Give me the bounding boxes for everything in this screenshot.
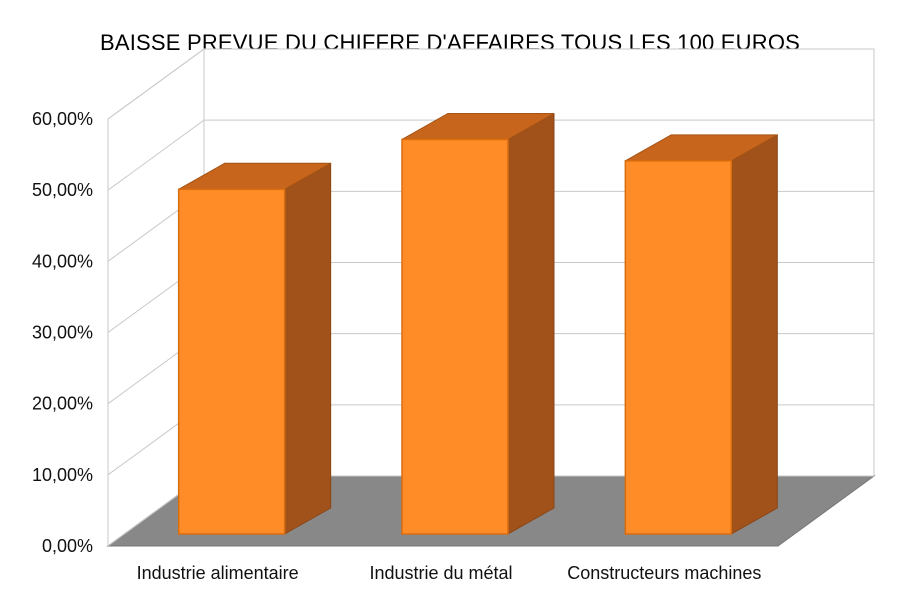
y-tick-label: 50,00% <box>32 180 93 200</box>
bar-front <box>401 138 509 535</box>
y-tick-label: 20,00% <box>32 394 93 414</box>
x-category-label: Industrie alimentaire <box>137 563 299 583</box>
bar-front <box>177 188 286 535</box>
bar-side <box>284 162 332 535</box>
bar-front <box>624 160 733 535</box>
x-category-label: Constructeurs machines <box>567 563 761 583</box>
gridline-side <box>107 119 205 191</box>
gridline-side <box>107 48 205 120</box>
y-tick-label: 30,00% <box>32 323 93 343</box>
x-axis-categories: Industrie alimentaire Industrie du métal C… <box>137 563 762 583</box>
y-tick-label: 10,00% <box>32 465 93 485</box>
bar-3 <box>624 134 778 535</box>
bar-1 <box>177 162 332 535</box>
x-category-label: Industrie du métal <box>369 563 512 583</box>
y-tick-label: 40,00% <box>32 251 93 271</box>
bars <box>177 112 778 535</box>
y-axis-ticks: 0,00% 10,00% 20,00% 30,00% 40,00% 50,00% 60,00… <box>32 109 93 556</box>
bar-2 <box>401 112 555 535</box>
bar-side <box>507 112 555 535</box>
bar-side <box>730 134 778 535</box>
y-tick-label: 60,00% <box>32 109 93 129</box>
y-tick-label: 0,00% <box>42 536 93 556</box>
